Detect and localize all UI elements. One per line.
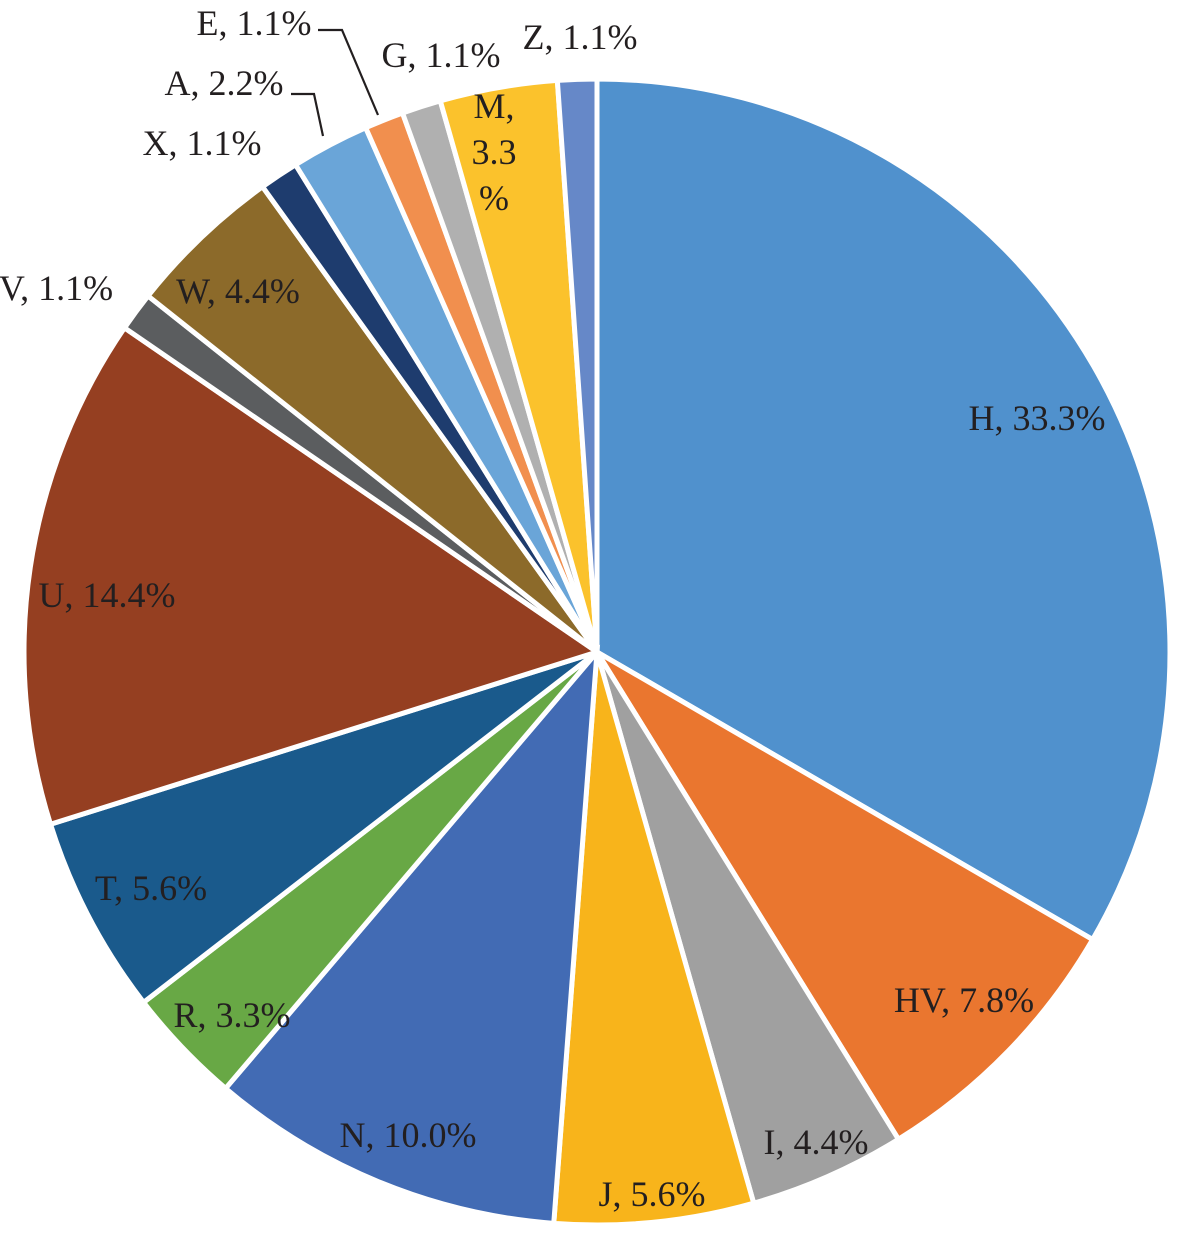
pie-slice-z xyxy=(554,76,600,653)
slice-labels: H, 33.3% HV, 7.8% I, 4.4% J, 5.6% N, 10.0% R,… xyxy=(0,3,1106,1214)
slice-label-m: M, 3.3% xyxy=(472,86,517,218)
pie-slice-h xyxy=(594,76,1173,943)
leader-lines xyxy=(291,28,380,137)
slice-label-z: Z, 1.1% xyxy=(523,17,638,57)
slice-label-u: U, 14.4% xyxy=(39,575,176,615)
pie-slice-t xyxy=(47,649,599,1006)
slice-label-e: E, 1.1% xyxy=(197,3,312,43)
pie-slice-hv xyxy=(594,649,1097,1143)
slice-label-i: I, 4.4% xyxy=(764,1122,869,1162)
slice-label-w: W, 4.4% xyxy=(176,271,300,311)
slice-label-v: V, 1.1% xyxy=(0,268,113,308)
slice-label-h: H, 33.3% xyxy=(969,398,1106,438)
slice-label-a: A, 2.2% xyxy=(165,63,284,103)
leader-line-a xyxy=(291,92,325,137)
slice-label-r: R, 3.3% xyxy=(174,995,291,1035)
pie-slice-j xyxy=(551,651,757,1228)
slice-label-n: N, 10.0% xyxy=(340,1115,477,1155)
slice-label-hv: HV, 7.8% xyxy=(894,980,1034,1020)
slice-label-x: X, 1.1% xyxy=(143,123,262,163)
leader-line-e xyxy=(318,28,380,116)
slice-label-g: G, 1.1% xyxy=(382,35,501,75)
slice-label-j: J, 5.6% xyxy=(599,1174,706,1214)
pie-slice-n xyxy=(222,644,601,1227)
slice-label-t: T, 5.6% xyxy=(95,868,207,908)
pie-slices xyxy=(21,76,1173,1228)
pie-slice-u xyxy=(21,324,603,828)
